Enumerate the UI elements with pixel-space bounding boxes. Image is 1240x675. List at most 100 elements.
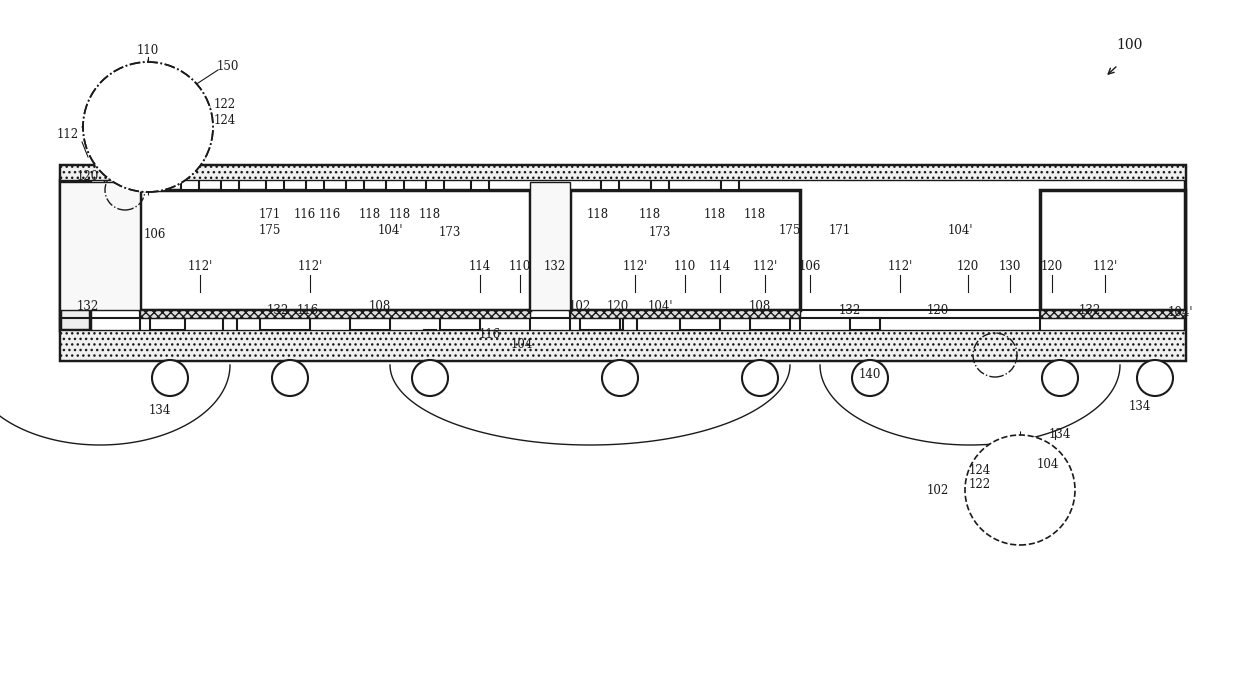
- Bar: [181, 170, 198, 190]
- Text: 104: 104: [1037, 458, 1059, 472]
- Bar: [720, 170, 739, 190]
- Bar: [221, 170, 239, 190]
- Circle shape: [272, 360, 308, 396]
- Bar: [267, 170, 284, 190]
- Text: 120: 120: [957, 261, 980, 273]
- Text: 132: 132: [1079, 304, 1101, 317]
- Bar: [570, 190, 800, 310]
- Bar: [373, 318, 387, 343]
- Circle shape: [1042, 360, 1078, 396]
- Text: 106: 106: [799, 261, 821, 273]
- Bar: [753, 318, 768, 343]
- Text: 122: 122: [968, 479, 991, 491]
- Bar: [150, 318, 185, 330]
- Circle shape: [742, 360, 777, 396]
- Text: 102: 102: [926, 483, 949, 497]
- Text: 104': 104': [1167, 306, 1193, 319]
- Text: 173: 173: [439, 225, 461, 238]
- Bar: [60, 182, 140, 310]
- Text: 112': 112': [187, 261, 212, 273]
- Bar: [424, 330, 436, 360]
- Text: 106: 106: [144, 229, 166, 242]
- Text: 112': 112': [888, 261, 913, 273]
- Circle shape: [965, 435, 1075, 545]
- Bar: [306, 170, 324, 190]
- Bar: [60, 330, 1185, 360]
- Text: 124: 124: [213, 113, 236, 126]
- Text: 134: 134: [1128, 400, 1151, 414]
- Text: 118: 118: [358, 209, 381, 221]
- Bar: [601, 170, 619, 190]
- Bar: [284, 330, 296, 360]
- Text: 132: 132: [267, 304, 289, 317]
- Text: 120: 120: [606, 300, 629, 313]
- Text: 116: 116: [479, 329, 501, 342]
- Text: 116: 116: [296, 304, 319, 317]
- Text: 130: 130: [998, 261, 1022, 273]
- Bar: [1040, 310, 1185, 318]
- Bar: [849, 318, 880, 330]
- Text: 171: 171: [259, 209, 281, 221]
- Bar: [614, 330, 626, 360]
- Text: 118: 118: [587, 209, 609, 221]
- Bar: [680, 318, 720, 330]
- Text: 122: 122: [215, 99, 236, 111]
- Text: 112: 112: [57, 128, 79, 142]
- Text: 112': 112': [622, 261, 647, 273]
- Text: 104': 104': [647, 300, 673, 313]
- Bar: [164, 330, 176, 360]
- Text: 171: 171: [828, 223, 851, 236]
- Text: 108: 108: [368, 300, 391, 313]
- Text: 132: 132: [77, 300, 99, 313]
- Circle shape: [83, 62, 213, 192]
- Text: 112': 112': [1092, 261, 1117, 273]
- Bar: [570, 310, 800, 318]
- Text: 110: 110: [673, 261, 696, 273]
- Text: 104': 104': [377, 223, 403, 236]
- Text: 112': 112': [298, 261, 322, 273]
- Text: 114: 114: [469, 261, 491, 273]
- Text: 118: 118: [744, 209, 766, 221]
- Text: 134: 134: [149, 404, 171, 416]
- Bar: [260, 318, 310, 330]
- Text: 110: 110: [508, 261, 531, 273]
- Text: 140: 140: [859, 369, 882, 381]
- Bar: [140, 190, 529, 310]
- Bar: [386, 170, 404, 190]
- Text: 104: 104: [511, 338, 533, 352]
- Text: 102: 102: [569, 300, 591, 313]
- Bar: [529, 182, 570, 310]
- Text: 116: 116: [319, 209, 341, 221]
- Text: 100: 100: [1117, 38, 1143, 52]
- Bar: [651, 170, 670, 190]
- Text: 118: 118: [704, 209, 727, 221]
- Text: 175: 175: [259, 223, 281, 236]
- Text: 118: 118: [419, 209, 441, 221]
- Bar: [140, 310, 529, 318]
- Text: 132: 132: [839, 304, 861, 317]
- Text: 110: 110: [136, 43, 159, 57]
- Text: 118: 118: [639, 209, 661, 221]
- Bar: [750, 318, 790, 330]
- Text: 112': 112': [753, 261, 777, 273]
- Bar: [60, 165, 1185, 360]
- Bar: [1040, 190, 1185, 310]
- Bar: [60, 180, 91, 330]
- Bar: [440, 318, 480, 330]
- Circle shape: [1137, 360, 1173, 396]
- Bar: [580, 318, 620, 330]
- Circle shape: [601, 360, 639, 396]
- Bar: [622, 318, 637, 343]
- Text: 116: 116: [294, 209, 316, 221]
- Text: 134: 134: [1049, 429, 1071, 441]
- Circle shape: [412, 360, 448, 396]
- Text: 104': 104': [947, 223, 972, 236]
- Text: 132: 132: [544, 261, 567, 273]
- Circle shape: [852, 360, 888, 396]
- Text: 120: 120: [926, 304, 949, 317]
- Text: 175: 175: [779, 223, 801, 236]
- Bar: [350, 318, 391, 330]
- Bar: [427, 170, 444, 190]
- Text: 124: 124: [968, 464, 991, 477]
- Bar: [346, 170, 365, 190]
